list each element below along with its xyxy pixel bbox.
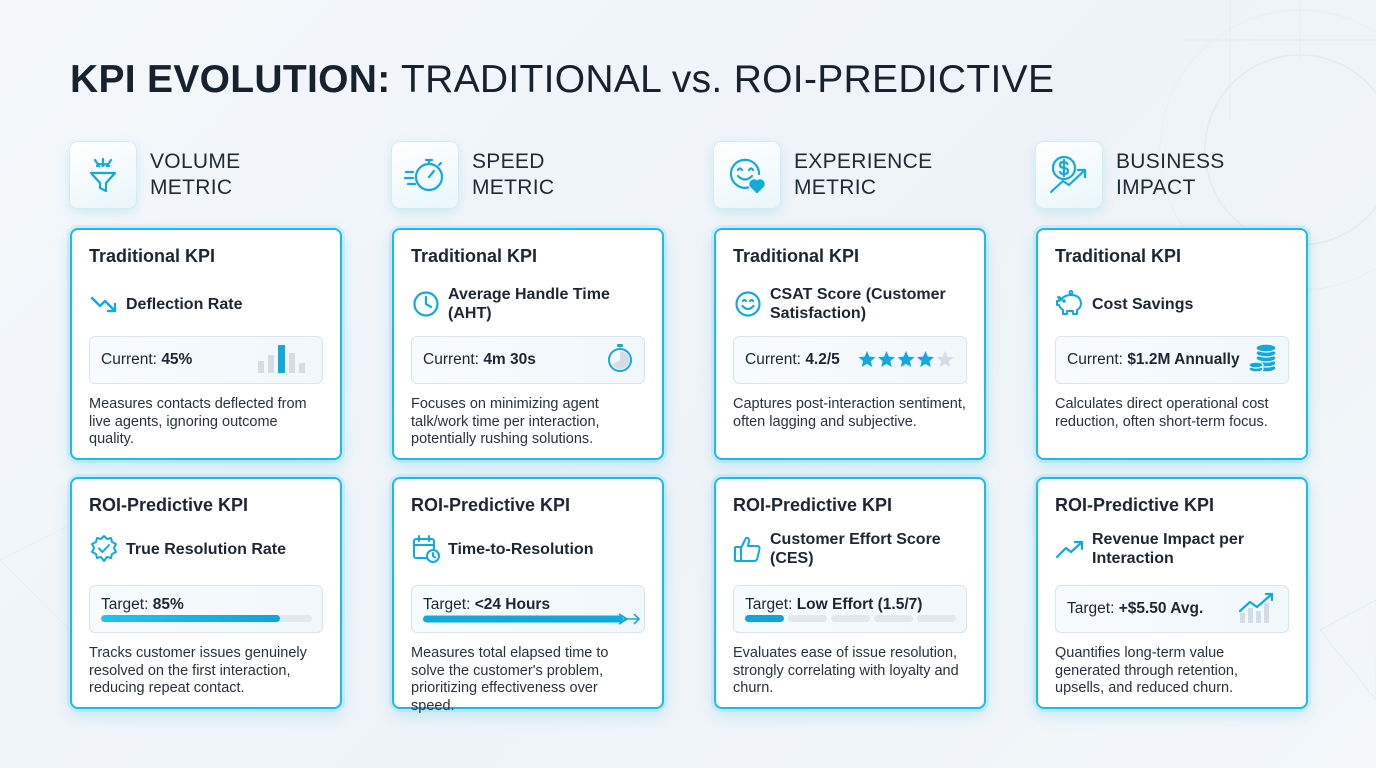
kpi-name: Revenue Impact per Interaction [1092,531,1245,567]
effort-segment [745,615,784,622]
roi-predictive-kpi-card: ROI-Predictive KPI Customer Effort Score… [714,477,986,709]
column-speed-metric: SPEED METRIC Traditional KPI Average Han… [392,140,664,714]
smiley-heart-icon [714,142,780,208]
column-label: SPEED METRIC [472,150,555,199]
column-header: EXPERIENCE METRIC [714,140,986,210]
value-text: Current: $1.2M Annually [1067,351,1240,368]
badge-check-icon [89,534,119,564]
column-experience-metric: EXPERIENCE METRIC Traditional KPI CSAT S… [714,140,986,709]
card-heading: ROI-Predictive KPI [411,495,571,515]
value-box: Target: +$5.50 Avg. [1055,585,1289,633]
clock-icon [411,289,441,319]
kpi-name: Deflection Rate [126,295,243,313]
thumbs-up-icon [733,534,763,564]
effort-segment [831,615,870,622]
card-heading: ROI-Predictive KPI [1055,495,1215,515]
kpi-description: Calculates direct operational cost reduc… [1055,396,1269,430]
progress-arrow [423,612,641,625]
progress-fill [101,615,281,622]
traditional-kpi-card: Traditional KPI Average Handle Time (AHT… [392,228,664,460]
kpi-name: Cost Savings [1092,295,1194,313]
stopwatch-speed-icon [392,142,458,208]
kpi-name: Average Handle Time (AHT) [448,286,610,322]
dollar-growth-icon [1036,142,1102,208]
smiley-icon [733,289,763,319]
card-heading: Traditional KPI [733,246,860,266]
value-text: Target: Low Effort (1.5/7) [745,596,923,613]
effort-segment [788,615,827,622]
column-label: EXPERIENCE METRIC [794,150,933,199]
kpi-description: Focuses on minimizing agent talk/work ti… [411,396,600,447]
growth-bars-icon [1238,591,1278,628]
bar-chart-icon [256,343,312,378]
calendar-clock-icon [411,534,441,564]
column-header: VOLUME METRIC [70,140,342,210]
kpi-description: Tracks customer issues genuinely resolve… [89,645,307,696]
progress-bar [101,615,312,622]
traditional-kpi-card: Traditional KPI CSAT Score (Customer Sat… [714,228,986,460]
value-box: Target: 85% [89,585,323,633]
trend-up-icon [1055,534,1085,564]
value-box: Current: 4.2/5 [733,336,967,384]
value-box: Current: 45% [89,336,323,384]
kpi-description: Captures post-interaction sentiment, oft… [733,396,966,430]
traditional-kpi-card: Traditional KPI Deflection Rate Current:… [70,228,342,460]
kpi-name: Customer Effort Score (CES) [770,531,941,567]
star-rating-icon [858,350,956,370]
value-text: Target: +$5.50 Avg. [1067,600,1204,617]
card-heading: Traditional KPI [411,246,538,266]
trend-down-icon [89,289,119,319]
value-text: Target: <24 Hours [423,596,551,613]
traditional-kpi-card: Traditional KPI Cost Savings Current: $1… [1036,228,1308,460]
column-label: VOLUME METRIC [150,150,241,199]
kpi-description: Evaluates ease of issue resolution, stro… [733,645,959,696]
value-text: Current: 45% [101,351,193,368]
effort-segments [745,615,956,622]
effort-segment [917,615,956,622]
coin-stack-icon [1248,342,1278,379]
roi-predictive-kpi-card: ROI-Predictive KPI True Resolution Rate … [70,477,342,709]
value-box: Target: <24 Hours [411,585,645,633]
kpi-description: Measures contacts deflected from live ag… [89,396,307,447]
funnel-icon [70,142,136,208]
column-volume-metric: VOLUME METRIC Traditional KPI Deflection… [70,140,342,709]
stopwatch-icon [606,343,634,378]
effort-segment [874,615,913,622]
card-heading: ROI-Predictive KPI [733,495,893,515]
column-header: SPEED METRIC [392,140,664,210]
card-heading: Traditional KPI [1055,246,1182,266]
card-heading: Traditional KPI [89,246,216,266]
kpi-name: Time-to-Resolution [448,540,594,558]
value-text: Target: 85% [101,596,184,613]
column-header: BUSINESS IMPACT [1036,140,1308,210]
kpi-name: CSAT Score (Customer Satisfaction) [770,286,946,322]
kpi-description: Measures total elapsed time to solve the… [411,645,609,714]
roi-predictive-kpi-card: ROI-Predictive KPI Time-to-Resolution Ta… [392,477,664,714]
value-text: Current: 4.2/5 [745,351,840,368]
card-heading: ROI-Predictive KPI [89,495,249,515]
column-label: BUSINESS IMPACT [1116,150,1225,199]
value-box: Target: Low Effort (1.5/7) [733,585,967,633]
value-text: Current: 4m 30s [423,351,536,368]
page-title: KPI EVOLUTION: TRADITIONAL vs. ROI-PREDI… [70,58,1055,101]
value-box: Current: 4m 30s [411,336,645,384]
kpi-description: Quantifies long-term value generated thr… [1055,645,1238,696]
column-business-impact: BUSINESS IMPACT Traditional KPI Cost Sav… [1036,140,1308,709]
value-box: Current: $1.2M Annually [1055,336,1289,384]
piggy-bank-icon [1055,289,1085,319]
kpi-name: True Resolution Rate [126,540,287,558]
roi-predictive-kpi-card: ROI-Predictive KPI Revenue Impact per In… [1036,477,1308,709]
